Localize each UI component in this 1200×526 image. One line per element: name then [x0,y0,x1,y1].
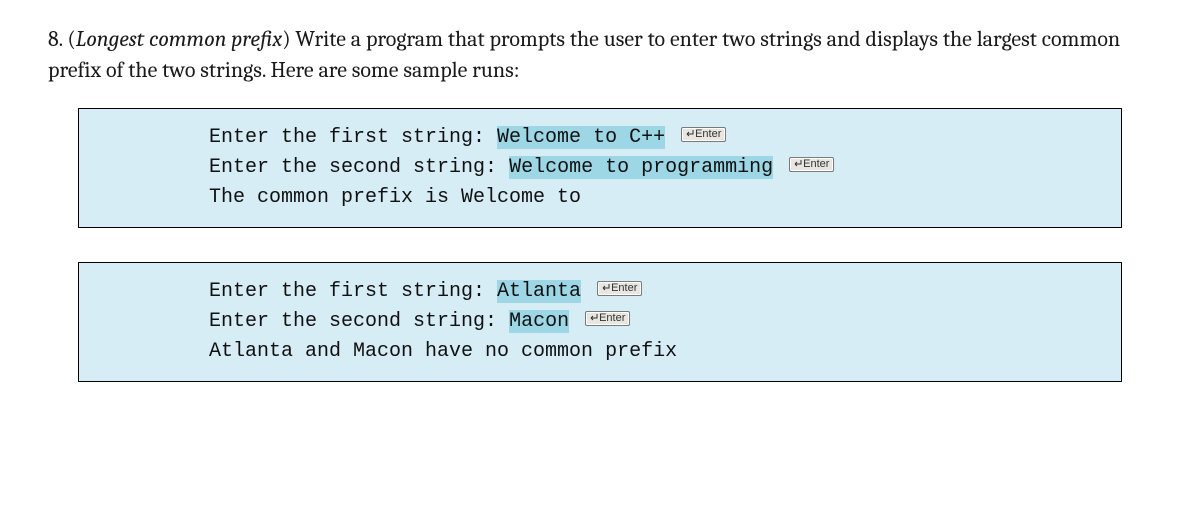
enter-key-icon: Enter [681,127,726,142]
open-paren: ( [67,26,75,52]
sample-line: Atlanta and Macon have no common prefix [209,337,1103,367]
prompt-text: Enter the second string: [209,156,509,179]
sample-line: Enter the first string: Welcome to C++ E… [209,123,1103,153]
enter-key-icon: Enter [789,157,834,172]
sample-run-box: Enter the first string: Atlanta Enter En… [78,262,1122,382]
problem-number: 8. [48,26,63,52]
enter-key-label: Enter [611,282,637,294]
enter-key-label: Enter [803,158,829,170]
sample-line: Enter the second string: Welcome to prog… [209,153,1103,183]
user-input-highlight: Welcome to programming [509,156,773,179]
prompt-text: Enter the first string: [209,126,497,149]
output-text: The common prefix is Welcome to [209,186,581,209]
problem-statement: 8. (Longest common prefix) Write a progr… [48,24,1152,86]
sample-line: The common prefix is Welcome to [209,183,1103,213]
problem-title: Longest common prefix [76,26,282,52]
output-text: Atlanta and Macon have no common prefix [209,340,677,363]
prompt-text: Enter the first string: [209,280,497,303]
enter-key-icon: Enter [585,311,630,326]
user-input-highlight: Atlanta [497,280,581,303]
enter-key-icon: Enter [597,281,642,296]
enter-key-label: Enter [695,128,721,140]
sample-line: Enter the first string: Atlanta Enter [209,277,1103,307]
sample-runs-container: Enter the first string: Welcome to C++ E… [48,108,1152,382]
sample-line: Enter the second string: Macon Enter [209,307,1103,337]
enter-key-label: Enter [599,312,625,324]
user-input-highlight: Welcome to C++ [497,126,665,149]
user-input-highlight: Macon [509,310,569,333]
prompt-text: Enter the second string: [209,310,509,333]
sample-run-box: Enter the first string: Welcome to C++ E… [78,108,1122,228]
